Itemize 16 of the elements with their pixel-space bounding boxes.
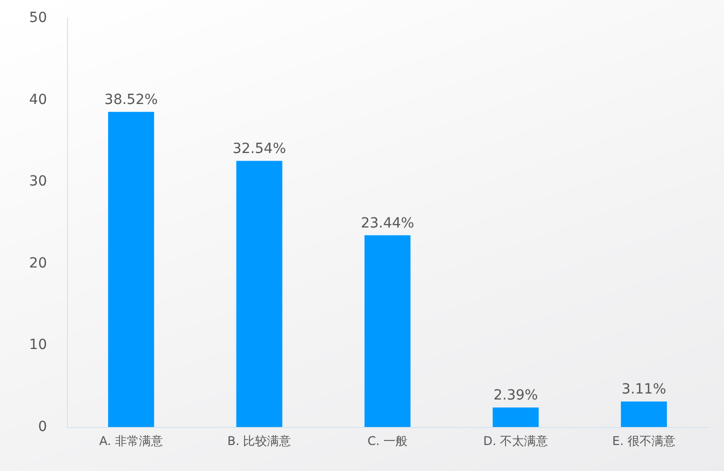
data-label: 2.39%	[493, 387, 538, 404]
data-label: 32.54%	[232, 140, 286, 157]
data-label: 3.11%	[622, 382, 666, 398]
y-tick-label: 10	[29, 337, 47, 354]
x-tick-label: A. 非常满意	[99, 434, 163, 448]
x-tick-label: D. 不太满意	[483, 434, 548, 448]
y-tick-label: 0	[38, 419, 47, 435]
y-tick-label: 30	[29, 174, 47, 190]
data-label: 38.52%	[104, 92, 158, 108]
y-tick-label: 40	[29, 92, 47, 108]
x-tick-label: B. 比较满意	[227, 434, 292, 448]
y-tick-label: 50	[29, 10, 47, 26]
x-tick-label: E. 很不满意	[612, 434, 676, 448]
y-tick-label: 20	[29, 255, 47, 272]
data-label: 23.44%	[360, 215, 414, 232]
x-tick-label: C. 一般	[367, 434, 408, 448]
